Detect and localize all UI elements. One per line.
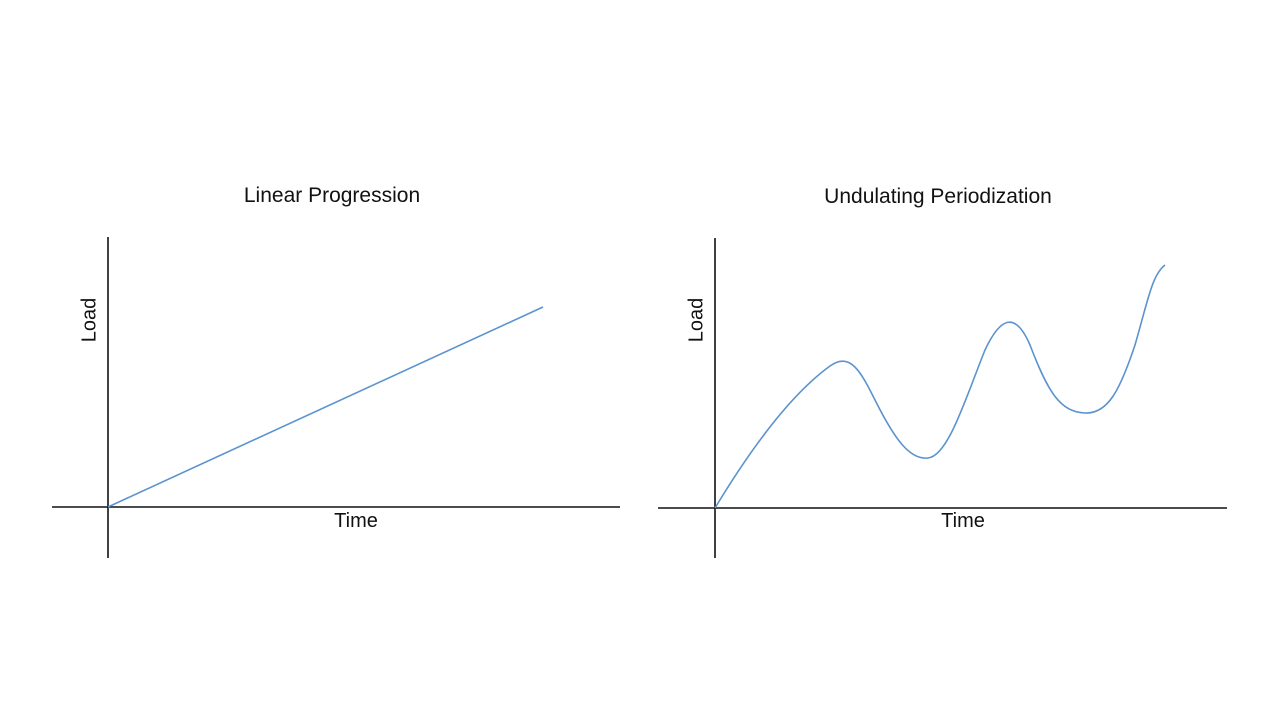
linear-load-line	[107, 306, 544, 508]
chart-title: Undulating Periodization	[824, 185, 1052, 208]
undulating-load-curve	[714, 264, 1166, 509]
x-axis-label: Time	[941, 510, 985, 532]
chart-title: Linear Progression	[243, 184, 421, 207]
x-axis-label: Time	[334, 510, 378, 532]
